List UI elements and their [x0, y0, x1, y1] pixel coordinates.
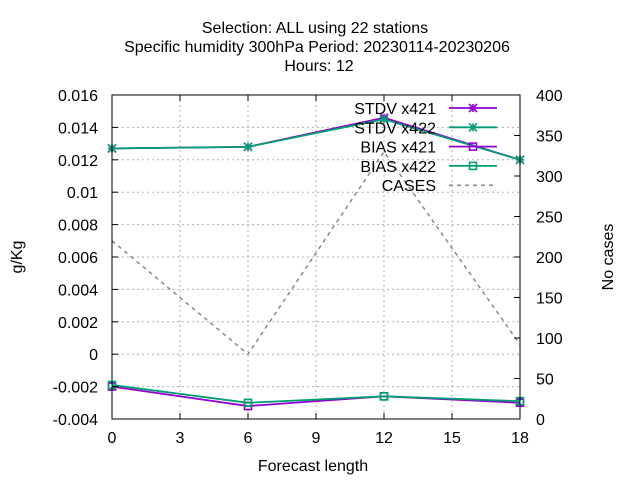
- data-point-bias-x422: [379, 392, 389, 401]
- y-tick-label: 0.004: [58, 282, 98, 299]
- y2-tick-label: 100: [536, 331, 563, 348]
- x-tick-label: 12: [375, 430, 393, 447]
- y2-tick-label: 50: [536, 372, 554, 389]
- chart-title-line3: Hours: 12: [284, 58, 353, 75]
- data-point-stdv-x422: [379, 114, 389, 124]
- x-axis-label: Forecast length: [258, 458, 368, 475]
- x-tick-label: 18: [511, 430, 529, 447]
- y2-tick-label: 400: [536, 88, 563, 105]
- legend-label: CASES: [382, 178, 436, 195]
- y-tick-label: 0.01: [67, 185, 98, 202]
- y2-tick-label: 0: [536, 412, 545, 429]
- axes: 0 3 6 9 12 15 18 -0.004 -0.002 0 0.002 0.004 0.006 0.…: [53, 88, 563, 447]
- legend-marker: [468, 103, 478, 113]
- y2-tick-label: 350: [536, 129, 563, 146]
- y2-tick-label: 200: [536, 250, 563, 267]
- x-tick-label: 0: [108, 430, 117, 447]
- y2-tick-label: 300: [536, 169, 563, 186]
- x-tick-label: 15: [443, 430, 461, 447]
- legend-label: STDV x422: [354, 120, 436, 137]
- legend-label: BIAS x422: [360, 159, 436, 176]
- y-tick-label: 0: [89, 347, 98, 364]
- y2-tick-label: 150: [536, 291, 563, 308]
- y-tick-label: 0.006: [58, 250, 98, 267]
- legend-label: STDV x421: [354, 101, 436, 118]
- legend-label: BIAS x421: [360, 140, 436, 157]
- legend: STDV x421 STDV x422 BIAS x421 BIAS x422 CASE…: [354, 101, 497, 195]
- series-line-cases: [111, 150, 521, 356]
- series-line-stdv-x421: [111, 116, 521, 161]
- y-tick-label: -0.002: [53, 380, 98, 397]
- data-point-stdv-x422: [243, 142, 253, 152]
- y2-axis-label: No cases: [600, 224, 617, 291]
- y-tick-label: 0.016: [58, 88, 98, 105]
- grid-lines: [112, 95, 520, 419]
- chart-title-line1: Selection: ALL using 22 stations: [202, 20, 428, 37]
- cases-layer: [111, 150, 521, 356]
- y-tick-label: 0.002: [58, 315, 98, 332]
- y-axis-label: g/Kg: [9, 241, 26, 274]
- y-tick-label: 0.014: [58, 120, 98, 137]
- x-tick-label: 6: [244, 430, 253, 447]
- legend-marker: [468, 122, 478, 132]
- y-tick-label: 0.008: [58, 218, 98, 235]
- chart-title-line2: Specific humidity 300hPa Period: 2023011…: [124, 39, 510, 56]
- legend-marker: [468, 142, 478, 151]
- series-line-stdv-x422: [111, 118, 521, 161]
- x-tick-label: 3: [176, 430, 185, 447]
- y-tick-label: 0.012: [58, 153, 98, 170]
- data-point-bias-x422: [243, 398, 253, 408]
- y2-tick-label: 250: [536, 210, 563, 227]
- x-tick-label: 9: [312, 430, 321, 447]
- series-line-bias-x422: [111, 384, 521, 404]
- y-tick-label: -0.004: [53, 412, 98, 429]
- legend-marker: [468, 161, 478, 171]
